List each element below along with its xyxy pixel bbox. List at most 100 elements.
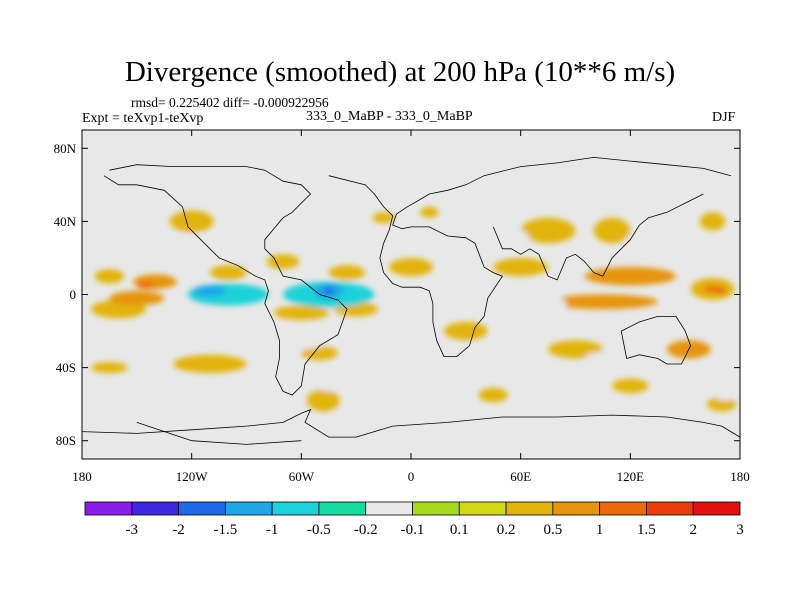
field-region-6 <box>493 257 549 277</box>
field-region-4 <box>328 265 366 280</box>
coastline-2 <box>103 164 348 396</box>
colorbar-label-3: -1 <box>266 522 279 538</box>
colorbar-label-1: -2 <box>172 522 185 538</box>
field-region-39 <box>511 294 567 313</box>
y-tick-label-2: 0 <box>70 287 77 302</box>
x-tick-label-5: 120E <box>617 469 645 484</box>
x-tick-label-4: 60E <box>510 469 531 484</box>
colorbar-label-0: -3 <box>126 522 139 538</box>
field-region-40 <box>140 331 207 350</box>
field-region-15 <box>548 340 603 359</box>
y-tick-label-3: 40S <box>56 360 76 375</box>
colorbar-label-2: -1.5 <box>213 522 237 538</box>
colorbar-label-7: 0.1 <box>450 522 469 538</box>
field-region-17 <box>91 362 128 374</box>
field-region-41 <box>273 331 329 350</box>
field-region-18 <box>173 354 247 374</box>
y-tick-label-1: 40N <box>54 214 77 229</box>
colorbar-label-9: 0.5 <box>543 522 562 538</box>
coastline-1 <box>492 193 704 281</box>
field-region-31 <box>155 236 210 258</box>
field-region-9 <box>548 294 658 310</box>
field-region-54 <box>718 288 726 294</box>
field-region-11 <box>109 290 165 306</box>
colorbar: -3 -2 -1.5 -1 -0.5 -0.2 -0.1 0.1 0.2 0.5 1 1.5 2 3 <box>84 501 744 538</box>
coastline-0 <box>328 156 732 357</box>
field-region-12 <box>273 305 329 321</box>
field-region-42 <box>389 338 433 353</box>
chart-title: Divergence (smoothed) at 200 hPa (10**6 … <box>124 56 676 88</box>
colorbar-label-6: -0.1 <box>401 522 425 538</box>
colorbar-swatch-10 <box>552 501 601 516</box>
field-region-45 <box>82 338 106 353</box>
field-region-46 <box>317 380 340 392</box>
colorbar-label-11: 1.5 <box>637 522 656 538</box>
coastline-4 <box>82 408 740 438</box>
field-region-29 <box>699 212 726 231</box>
colorbar-label-12: 2 <box>689 522 697 538</box>
case-label: 333_0_MaBP - 333_0_MaBP <box>306 109 473 124</box>
field-region-53 <box>703 285 722 293</box>
coastline-5 <box>136 422 302 445</box>
colorbar-swatch-2 <box>178 501 226 516</box>
x-axis: 180 120W 60W 0 60E 120E 180 <box>72 130 750 484</box>
field-region-34 <box>626 230 671 249</box>
season-label: DJF <box>712 110 736 125</box>
colorbar-swatch-9 <box>505 501 554 516</box>
field-region-35 <box>681 248 726 268</box>
colorbar-label-4: -0.5 <box>307 522 331 538</box>
field-region-51 <box>323 287 335 295</box>
colorbar-swatch-6 <box>365 501 413 516</box>
colorbar-swatch-1 <box>131 501 179 516</box>
field-region-38 <box>420 281 512 308</box>
field-region-2 <box>209 265 247 280</box>
colorbar-label-10: 1 <box>596 522 604 538</box>
coastlines <box>82 156 740 445</box>
colorbar-label-5: -0.2 <box>354 522 378 538</box>
y-tick-label-0: 80N <box>54 141 77 156</box>
field-region-49 <box>193 285 227 297</box>
field-region-7 <box>584 267 677 286</box>
x-tick-label-6: 180 <box>730 469 750 484</box>
x-tick-label-2: 60W <box>289 469 315 484</box>
x-tick-label-3: 0 <box>408 469 415 484</box>
colorbar-swatch-0 <box>84 501 133 516</box>
colorbar-swatch-3 <box>224 501 273 516</box>
field-region-48 <box>714 389 737 401</box>
field-region-52 <box>136 281 156 290</box>
field-region-14 <box>443 321 488 341</box>
field-region-47 <box>633 362 664 374</box>
colorbar-swatch-4 <box>271 501 320 516</box>
field-region-30 <box>82 245 137 264</box>
field-region-44 <box>663 314 708 330</box>
colorbar-swatch-5 <box>318 501 367 516</box>
coastline-3 <box>620 316 692 365</box>
field-region-27 <box>372 212 395 224</box>
field-region-20 <box>306 389 340 412</box>
colorbar-swatch-12 <box>646 501 694 516</box>
colorbar-swatch-11 <box>599 501 647 516</box>
field-region-21 <box>478 387 508 403</box>
field-region-33 <box>474 226 530 253</box>
field-region-28 <box>420 206 439 218</box>
y-tick-label-4: 80S <box>56 433 76 448</box>
field-region-26 <box>169 210 214 233</box>
field-region-3 <box>266 254 300 269</box>
colorbar-label-13: 3 <box>736 522 744 538</box>
colorbar-swatch-13 <box>692 501 741 516</box>
colorbar-label-8: 0.2 <box>497 522 516 538</box>
field-region-22 <box>612 378 649 394</box>
field-region-25 <box>593 217 631 244</box>
field-region-5 <box>389 257 433 277</box>
field-region-43 <box>584 351 640 366</box>
field-region-24 <box>520 217 576 244</box>
field-region-0 <box>94 268 125 284</box>
field-region-23 <box>707 396 737 412</box>
colorbar-swatch-8 <box>458 501 507 516</box>
stats-label: rmsd= 0.225402 diff= -0.000922956 <box>131 95 329 110</box>
x-tick-label-1: 120W <box>176 469 209 484</box>
plot-background <box>82 130 740 459</box>
divergence-field <box>82 206 737 412</box>
x-tick-label-0: 180 <box>72 469 92 484</box>
